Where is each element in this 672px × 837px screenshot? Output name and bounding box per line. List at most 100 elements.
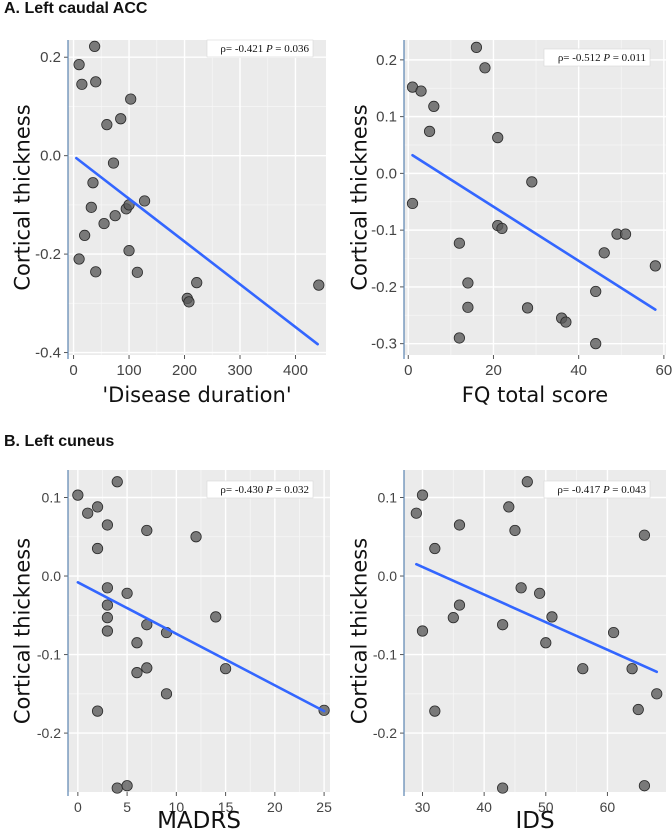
y-tick-label: -0.2 bbox=[37, 725, 61, 741]
data-point bbox=[598, 247, 610, 259]
rho-value: ρ= -0.421 bbox=[220, 43, 266, 55]
data-point bbox=[123, 245, 135, 257]
data-point bbox=[82, 507, 94, 519]
panel-background bbox=[68, 40, 326, 355]
data-point bbox=[72, 489, 84, 501]
data-point bbox=[79, 229, 91, 241]
data-point bbox=[638, 780, 651, 792]
data-point bbox=[85, 201, 97, 213]
x-tick-label: 60 bbox=[600, 799, 616, 815]
y-tick-label: -0.3 bbox=[371, 336, 397, 353]
data-point bbox=[453, 599, 466, 611]
data-point bbox=[89, 40, 101, 52]
data-point bbox=[515, 582, 527, 594]
y-tick-label: 0.0 bbox=[40, 148, 61, 165]
section-b-title: B. Left cuneus bbox=[4, 433, 115, 450]
y-axis-title: Cortical thickness bbox=[347, 538, 371, 724]
data-point bbox=[101, 519, 113, 531]
data-point bbox=[521, 302, 534, 314]
x-tick-label: 100 bbox=[117, 362, 142, 379]
x-tick-label: 400 bbox=[283, 362, 308, 379]
data-point bbox=[462, 301, 474, 313]
x-axis-title: IDS bbox=[515, 808, 554, 834]
y-tick-label: 0.0 bbox=[378, 568, 398, 584]
data-point bbox=[521, 476, 533, 488]
data-point bbox=[590, 338, 602, 350]
x-axis-title: 'Disease duration' bbox=[102, 383, 291, 407]
regression-line bbox=[411, 153, 657, 311]
x-tick-label: 0 bbox=[404, 362, 412, 379]
data-point bbox=[590, 285, 602, 298]
data-point bbox=[101, 625, 113, 637]
data-point bbox=[546, 611, 558, 623]
data-point bbox=[416, 625, 429, 637]
data-point bbox=[91, 542, 104, 555]
y-tick-label: 0.1 bbox=[42, 489, 62, 505]
data-point bbox=[313, 279, 325, 291]
y-tick-label: 0.2 bbox=[376, 52, 397, 69]
panel-background bbox=[404, 40, 666, 355]
rho-value: ρ= -0.430 bbox=[220, 484, 266, 496]
data-point bbox=[107, 157, 120, 169]
stat-label: ρ= -0.421 P = 0.036 bbox=[220, 43, 309, 55]
data-point bbox=[73, 253, 85, 265]
data-point bbox=[560, 316, 572, 328]
data-point bbox=[462, 277, 474, 289]
data-point bbox=[651, 688, 663, 700]
x-tick-label: 60 bbox=[656, 362, 672, 379]
data-point bbox=[453, 237, 465, 249]
data-point bbox=[470, 41, 483, 53]
rho-value: ρ= -0.417 bbox=[557, 484, 603, 496]
x-axis-title: FQ total score bbox=[462, 383, 608, 407]
data-point bbox=[190, 531, 202, 543]
x-tick-label: 0 bbox=[69, 362, 77, 379]
y-axis-title: Cortical thickness bbox=[10, 538, 34, 724]
data-point bbox=[111, 476, 123, 488]
data-point bbox=[76, 78, 88, 90]
x-tick-label: 25 bbox=[316, 799, 332, 815]
data-point bbox=[121, 587, 133, 599]
data-point bbox=[626, 663, 638, 675]
data-point bbox=[90, 76, 102, 88]
y-axis-title: Cortical thickness bbox=[10, 104, 34, 290]
data-point bbox=[91, 501, 104, 513]
x-axis-title: MADRS bbox=[157, 808, 241, 834]
stat-label: ρ= -0.417 P = 0.043 bbox=[557, 484, 646, 496]
data-point bbox=[453, 332, 465, 344]
data-point bbox=[619, 228, 632, 240]
data-point bbox=[453, 519, 466, 531]
data-point bbox=[160, 688, 173, 700]
y-tick-label: 0.0 bbox=[42, 568, 62, 584]
regression-line bbox=[415, 562, 659, 674]
p-value: = 0.032 bbox=[275, 484, 309, 496]
x-tick-label: 10 bbox=[169, 799, 185, 815]
data-point bbox=[429, 542, 441, 555]
stat-label: ρ= -0.430 P = 0.032 bbox=[220, 484, 309, 496]
y-tick-label: -0.1 bbox=[371, 222, 397, 239]
data-point bbox=[131, 667, 143, 679]
regression-line bbox=[76, 581, 326, 713]
y-tick-label: -0.2 bbox=[371, 279, 397, 296]
x-tick-label: 20 bbox=[485, 362, 502, 379]
data-point bbox=[540, 637, 552, 649]
data-point bbox=[91, 705, 104, 717]
data-point bbox=[138, 195, 151, 207]
data-point bbox=[534, 587, 546, 599]
data-point bbox=[406, 197, 419, 210]
x-tick-label: 200 bbox=[172, 362, 197, 379]
y-tick-label: -0.1 bbox=[37, 647, 61, 663]
data-point bbox=[607, 626, 620, 639]
data-point bbox=[503, 501, 515, 513]
p-symbol: P bbox=[265, 484, 275, 496]
data-point bbox=[447, 612, 459, 624]
panel-background bbox=[404, 470, 666, 792]
data-point bbox=[492, 132, 504, 144]
y-tick-label: 0.1 bbox=[378, 489, 398, 505]
data-point bbox=[111, 782, 123, 794]
data-point bbox=[183, 296, 195, 308]
data-point bbox=[649, 260, 661, 272]
section-a-title: A. Left caudal ACC bbox=[4, 0, 148, 17]
data-point bbox=[101, 119, 113, 131]
y-tick-label: 0.2 bbox=[40, 49, 61, 66]
p-value: = 0.043 bbox=[612, 484, 646, 496]
